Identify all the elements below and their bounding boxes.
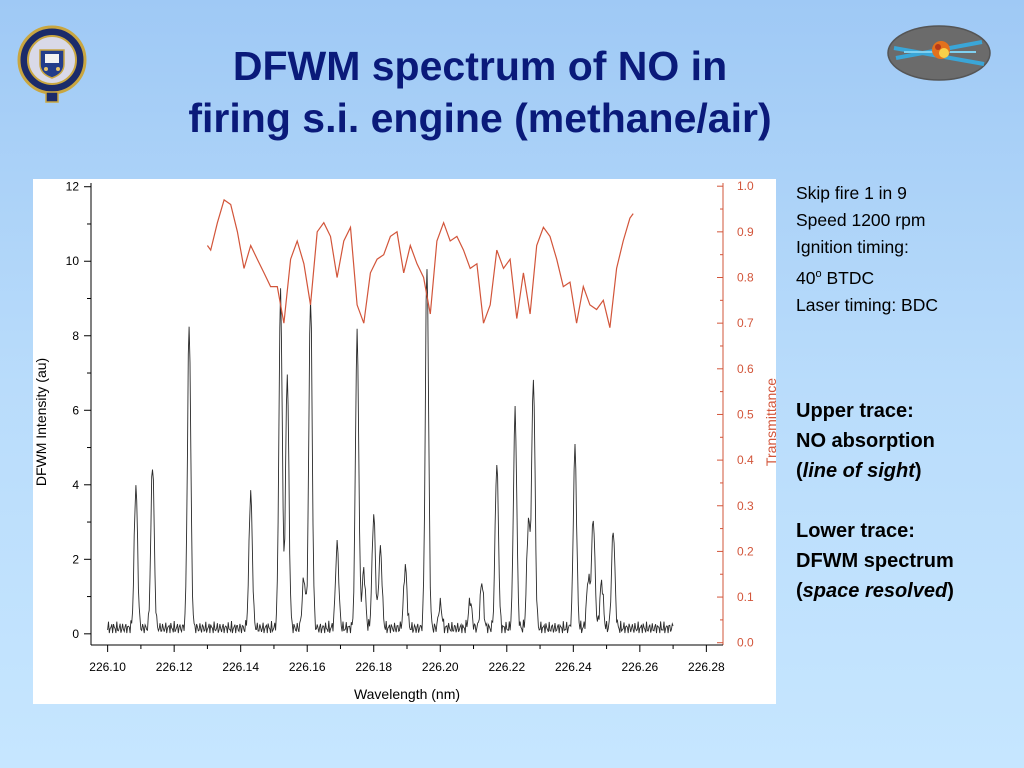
x-axis-label: Wavelength (nm)	[354, 686, 460, 702]
lower-trace-title: Lower trace:	[796, 519, 915, 542]
upper-trace-title: Upper trace:	[796, 399, 914, 422]
x-tick-label: 226.16	[289, 660, 326, 674]
y-tick-label-right: 0.7	[737, 316, 754, 330]
slide-title: DFWM spectrum of NO in firing s.i. engin…	[130, 40, 830, 144]
condition-ignition-value: 40o BTDC	[796, 267, 875, 288]
condition-skip-fire: Skip fire 1 in 9	[796, 183, 907, 203]
y-tick-label-left: 6	[72, 403, 79, 417]
y-tick-label-left: 8	[72, 329, 79, 343]
title-line-1: DFWM spectrum of NO in	[232, 43, 728, 89]
x-tick-label: 226.10	[89, 660, 126, 674]
x-tick-label: 226.18	[355, 660, 392, 674]
condition-ignition-timing: Ignition timing:	[796, 237, 909, 257]
condition-speed: Speed 1200 rpm	[796, 210, 926, 230]
y-axis-label-left: DFWM Intensity (au)	[33, 358, 49, 486]
lower-trace-desc: DFWM spectrum	[796, 549, 954, 572]
conditions-block: Skip fire 1 in 9 Speed 1200 rpm Ignition…	[796, 180, 1024, 319]
y-axis-label-right: Transmittance	[763, 378, 776, 466]
y-tick-label-right: 1.0	[737, 179, 754, 193]
dfwm-trace	[107, 269, 674, 634]
y-tick-label-right: 0.0	[737, 636, 754, 650]
y-tick-label-right: 0.1	[737, 590, 754, 604]
y-tick-label-right: 0.4	[737, 453, 754, 467]
y-tick-label-right: 0.5	[737, 407, 754, 421]
x-tick-label: 226.24	[555, 660, 592, 674]
y-tick-label-right: 0.9	[737, 225, 754, 239]
x-tick-label: 226.22	[488, 660, 525, 674]
upper-trace-note: Upper trace: NO absorption (line of sigh…	[796, 396, 1024, 486]
x-tick-label: 226.26	[621, 660, 658, 674]
x-tick-label: 226.28	[688, 660, 725, 674]
upper-trace-desc: NO absorption	[796, 429, 935, 452]
side-notes: Skip fire 1 in 9 Speed 1200 rpm Ignition…	[796, 180, 1024, 606]
upper-trace-qualifier: (line of sight)	[796, 459, 922, 482]
y-tick-label-left: 2	[72, 552, 79, 566]
y-tick-label-right: 0.2	[737, 544, 754, 558]
lower-trace-qualifier: (space resolved)	[796, 579, 954, 602]
y-tick-label-left: 12	[66, 180, 80, 194]
y-tick-label-right: 0.3	[737, 499, 754, 513]
x-tick-label: 226.12	[156, 660, 193, 674]
x-tick-label: 226.20	[422, 660, 459, 674]
x-tick-label: 226.14	[222, 660, 259, 674]
y-tick-label-left: 4	[72, 478, 79, 492]
dfwm-chart: 0 2 4 6 8 10 12 0.0 0.1 0.2 0.3 0.4 0.5 0.6 0.7 0.8 0.9 1…	[33, 179, 779, 702]
laser-beam-logo-icon	[887, 25, 991, 81]
y-tick-label-right: 0.8	[737, 271, 754, 285]
transmittance-trace	[206, 198, 634, 328]
title-line-2: firing s.i. engine (methane/air)	[188, 95, 772, 141]
chart-panel: 0 2 4 6 8 10 12 0.0 0.1 0.2 0.3 0.4 0.5 0.6 0.7 0.8 0.9 1…	[33, 179, 779, 704]
university-crest-icon	[17, 25, 87, 103]
condition-laser-timing: Laser timing: BDC	[796, 294, 938, 315]
y-tick-label-left: 0	[72, 627, 79, 641]
y-tick-label-right: 0.6	[737, 362, 754, 376]
y-tick-label-left: 10	[66, 254, 80, 268]
lower-trace-note: Lower trace: DFWM spectrum (space resolv…	[796, 516, 1024, 606]
